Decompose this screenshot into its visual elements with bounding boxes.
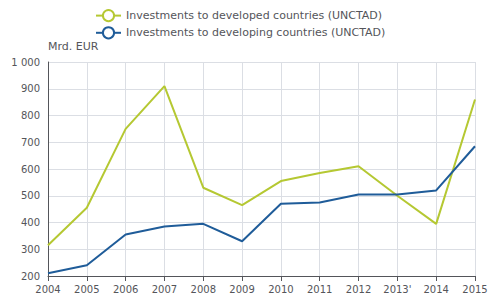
svg-text:2004: 2004 [35, 284, 60, 295]
svg-text:1 000: 1 000 [11, 57, 40, 68]
svg-text:2006: 2006 [113, 284, 138, 295]
svg-text:900: 900 [21, 83, 40, 94]
svg-text:2013': 2013' [383, 284, 411, 295]
svg-text:700: 700 [21, 137, 40, 148]
svg-text:800: 800 [21, 110, 40, 121]
svg-text:Mrd. EUR: Mrd. EUR [48, 40, 99, 53]
svg-text:2009: 2009 [229, 284, 254, 295]
svg-text:300: 300 [21, 244, 40, 255]
svg-text:600: 600 [21, 164, 40, 175]
svg-text:500: 500 [21, 190, 40, 201]
svg-text:200: 200 [21, 271, 40, 282]
svg-text:2005: 2005 [74, 284, 99, 295]
svg-text:2008: 2008 [191, 284, 216, 295]
svg-text:2014: 2014 [423, 284, 448, 295]
svg-text:Investments to developed count: Investments to developed countries (UNCT… [126, 9, 382, 22]
svg-text:2012: 2012 [346, 284, 371, 295]
svg-text:400: 400 [21, 217, 40, 228]
svg-text:2007: 2007 [152, 284, 177, 295]
svg-text:2010: 2010 [268, 284, 293, 295]
svg-text:Investments to developing coun: Investments to developing countries (UNC… [126, 26, 385, 39]
svg-text:2011: 2011 [307, 284, 332, 295]
svg-text:2015: 2015 [462, 284, 487, 295]
